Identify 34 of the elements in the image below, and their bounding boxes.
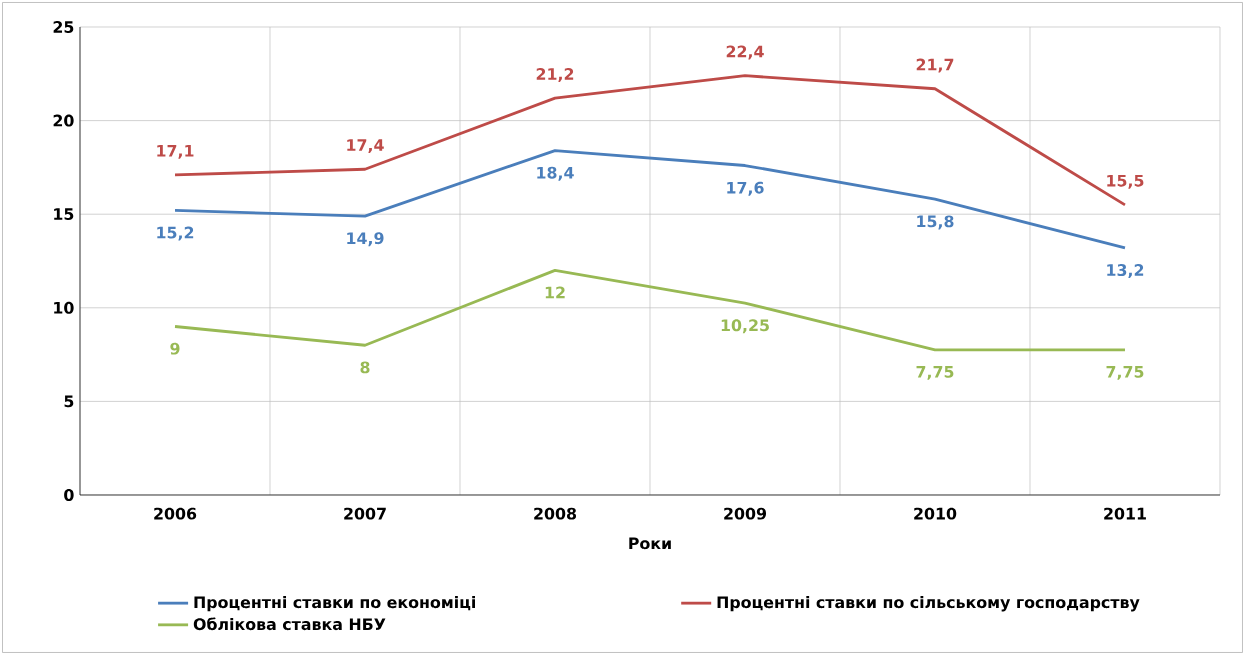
data-label: 17,4	[347, 139, 384, 154]
data-label: 14,9	[347, 232, 384, 247]
legend-label: Облікова ставка НБУ	[193, 617, 386, 631]
data-label: 7,75	[916, 366, 954, 380]
data-label: 15,8	[917, 215, 954, 230]
y-tick-label: 0	[64, 489, 74, 501]
data-label: 17,1	[157, 144, 194, 159]
data-label: 7,75	[1106, 366, 1144, 380]
x-tick-label: 2011	[1104, 507, 1146, 520]
y-tick-label: 5	[64, 395, 74, 408]
data-label: 13,2	[1107, 264, 1144, 279]
data-label: 21,2	[536, 67, 574, 82]
data-label: 17,6	[727, 181, 764, 196]
data-label: 15,5	[1107, 174, 1144, 189]
x-tick-label: 2007	[344, 507, 386, 520]
y-tick-label: 20	[53, 114, 74, 127]
legend-label: Процентні ставки по економіці	[194, 595, 475, 612]
data-label: 9	[170, 342, 180, 355]
y-tick-label: 25	[53, 21, 74, 33]
data-label: 21,7	[916, 58, 954, 73]
data-label: 18,4	[537, 166, 574, 181]
y-tick-label: 10	[54, 301, 74, 314]
x-tick-label: 2010	[914, 507, 957, 520]
legend-label: Процентні ставки по сільському господарству	[717, 595, 1140, 612]
data-label: 12	[545, 286, 565, 299]
y-tick-label: 15	[54, 208, 74, 221]
x-tick-label: 2008	[534, 507, 577, 520]
x-tick-label: 2006	[154, 507, 197, 520]
x-axis-title: Роки	[629, 537, 671, 550]
data-label: 8	[360, 361, 370, 374]
x-tick-label: 2009	[724, 507, 767, 520]
data-label: 15,2	[157, 226, 194, 241]
data-label: 22,4	[726, 45, 764, 60]
data-label: 10,25	[721, 319, 769, 334]
